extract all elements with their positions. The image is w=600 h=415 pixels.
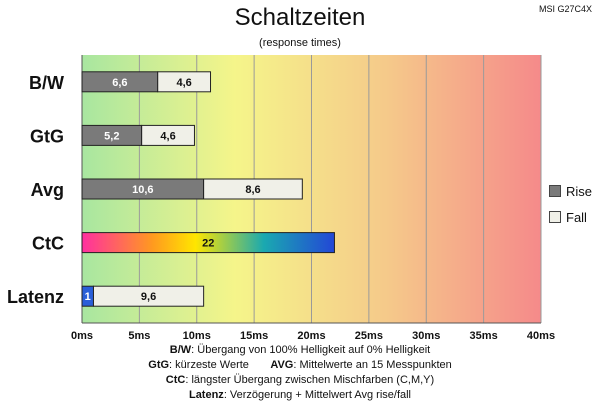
footnote-latenz: Latenz: Verzögerung + Mittelwert Avg ris… <box>0 388 600 403</box>
bar-segment-ctc <box>81 232 335 254</box>
bar-data-label: 6,6 <box>112 77 127 89</box>
bar-data-label: 5,2 <box>104 130 119 142</box>
footnote-gtg-avg: GtG: kürzeste Werte AVG: Mittelwerte an … <box>0 358 600 373</box>
category-label: GtG <box>30 126 64 146</box>
x-tick-label: 25ms <box>355 330 383 342</box>
footnote-ctc-key: CtC <box>165 374 186 386</box>
bar-segment-fall <box>141 124 195 146</box>
bar-data-label: 4,6 <box>160 130 175 142</box>
x-tick-label: 30ms <box>412 330 440 342</box>
bar-data-label: 10,6 <box>132 184 153 196</box>
footnotes: B/W: Übergang von 100% Helligkeit auf 0%… <box>0 343 600 403</box>
x-tick-label: 15ms <box>240 330 268 342</box>
chart-title: Schaltzeiten <box>234 4 366 31</box>
legend-swatch-fall <box>549 211 561 223</box>
bar-segment-fall <box>203 178 303 200</box>
chart-subtitle: (response times) <box>259 37 341 49</box>
category-label: CtC <box>32 234 64 254</box>
x-tick-label: 5ms <box>128 330 150 342</box>
bar-data-label: 9,6 <box>141 291 156 303</box>
chart-legend: Rise Fall <box>549 178 592 230</box>
x-tick-label: 35ms <box>470 330 498 342</box>
footnote-gtg-text: : kürzeste Werte <box>169 359 249 371</box>
footnote-bw: B/W: Übergang von 100% Helligkeit auf 0%… <box>0 343 600 358</box>
bar-segment-fall <box>92 285 205 307</box>
legend-label-rise: Rise <box>566 183 593 199</box>
x-tick-label: 0ms <box>71 330 93 342</box>
x-tick-label: 40ms <box>527 330 555 342</box>
category-label: Avg <box>31 180 64 200</box>
legend-swatch-rise <box>549 185 561 197</box>
x-tick-label: 20ms <box>297 330 325 342</box>
footnote-ctc: CtC: längster Übergang zwischen Mischfar… <box>0 373 600 388</box>
bar-segment-fall <box>157 71 212 93</box>
bar-data-label: 8,6 <box>245 184 260 196</box>
legend-item-rise: Rise <box>549 178 592 204</box>
category-label: Latenz <box>7 287 64 307</box>
footnote-bw-text: : Übergang von 100% Helligkeit auf 0% He… <box>191 344 431 356</box>
bar-data-label: 4,6 <box>176 77 191 89</box>
footnote-latenz-text: : Verzögerung + Mittelwert Avg rise/fall <box>223 389 412 401</box>
footnote-latenz-key: Latenz <box>188 389 224 401</box>
footnote-bw-key: B/W <box>169 344 192 356</box>
footnote-avg-text: : Mittelwerte an 15 Messpunkten <box>293 359 452 371</box>
legend-label-fall: Fall <box>566 209 587 225</box>
footnote-gtg-key: GtG <box>148 359 170 371</box>
legend-item-fall: Fall <box>549 204 592 230</box>
bar-data-label: 22 <box>202 238 214 250</box>
monitor-model-label: MSI G27C4X <box>538 4 592 14</box>
bar-data-label: 1 <box>85 291 91 303</box>
category-label: B/W <box>29 73 64 93</box>
x-tick-label: 10ms <box>183 330 211 342</box>
footnote-ctc-text: : längster Übergang zwischen Mischfarben… <box>185 374 435 386</box>
footnote-avg-key: AVG <box>270 359 294 371</box>
